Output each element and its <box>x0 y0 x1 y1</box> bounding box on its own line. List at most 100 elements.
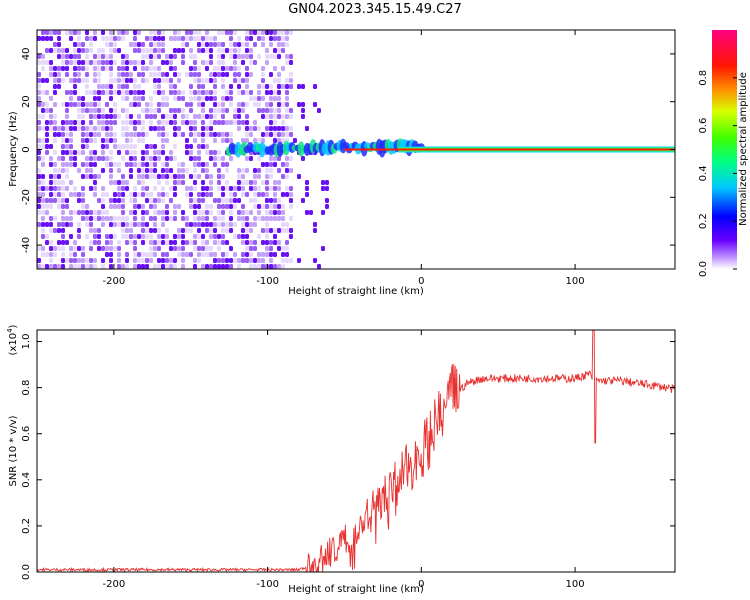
noise-cell <box>173 180 177 185</box>
noise-cell <box>157 150 161 155</box>
noise-cell <box>165 138 169 143</box>
colorbar-ticks: 0.00.20.40.60.8 <box>698 70 737 277</box>
noise-cell <box>101 66 105 71</box>
noise-cell <box>73 252 77 257</box>
noise-cell <box>57 30 61 35</box>
noise-cell <box>277 114 281 119</box>
noise-cell <box>165 204 169 209</box>
noise-cell <box>61 264 65 269</box>
noise-cell <box>109 48 113 53</box>
noise-cell <box>141 90 145 95</box>
noise-cell <box>237 186 241 191</box>
noise-cell <box>193 168 197 173</box>
noise-cell <box>201 192 205 197</box>
noise-cell <box>205 162 209 167</box>
noise-cell <box>157 30 161 35</box>
noise-cell <box>177 132 181 137</box>
noise-cell <box>253 42 257 47</box>
noise-cell <box>197 132 201 137</box>
noise-cell <box>257 216 261 221</box>
noise-cell <box>57 54 61 59</box>
noise-cell <box>65 204 69 209</box>
noise-cell <box>37 150 41 155</box>
noise-cell <box>289 60 293 65</box>
noise-cell <box>97 234 101 239</box>
noise-cell <box>181 246 185 251</box>
noise-cell <box>133 78 137 83</box>
noise-cell <box>153 84 157 89</box>
noise-cell <box>213 78 217 83</box>
noise-cell <box>169 36 173 41</box>
noise-cell <box>237 264 241 269</box>
noise-cell <box>161 216 165 221</box>
noise-cell <box>273 240 277 245</box>
noise-cell <box>201 180 205 185</box>
noise-cell <box>197 252 201 257</box>
noise-cell <box>77 150 81 155</box>
noise-cell <box>157 36 161 41</box>
noise-cell <box>65 216 69 221</box>
noise-cell <box>181 60 185 65</box>
noise-cell <box>221 72 225 77</box>
noise-cell <box>145 48 149 53</box>
noise-cell <box>261 204 265 209</box>
noise-cell <box>73 162 77 167</box>
noise-cell <box>213 222 217 227</box>
noise-cell <box>65 102 69 107</box>
noise-cell <box>117 48 121 53</box>
noise-cell <box>109 198 113 203</box>
noise-cell <box>137 222 141 227</box>
noise-cell <box>169 54 173 59</box>
noise-cell <box>121 186 125 191</box>
noise-cell <box>85 168 89 173</box>
noise-cell <box>109 120 113 125</box>
noise-cell <box>213 90 217 95</box>
noise-cell <box>237 48 241 53</box>
noise-cell <box>45 120 49 125</box>
noise-cell <box>253 126 257 131</box>
noise-cell <box>121 198 125 203</box>
noise-cell <box>217 198 221 203</box>
noise-cell <box>209 186 213 191</box>
noise-cell <box>241 258 245 263</box>
noise-cell <box>225 258 229 263</box>
noise-cell <box>129 234 133 239</box>
noise-cell <box>225 120 229 125</box>
noise-cell <box>165 210 169 215</box>
noise-cell <box>125 30 129 35</box>
noise-cell <box>157 240 161 245</box>
noise-cell <box>157 180 161 185</box>
noise-cell <box>121 156 125 161</box>
noise-cell <box>137 258 141 263</box>
noise-cell <box>121 72 125 77</box>
noise-cell <box>73 72 77 77</box>
noise-cell <box>69 54 73 59</box>
noise-cell <box>237 54 241 59</box>
noise-cell <box>189 54 193 59</box>
noise-cell <box>157 120 161 125</box>
noise-cell <box>221 114 225 119</box>
noise-cell <box>253 192 257 197</box>
noise-cell <box>93 228 97 233</box>
noise-cell <box>69 138 73 143</box>
noise-cell <box>81 78 85 83</box>
noise-cell <box>65 120 69 125</box>
noise-cell <box>149 246 153 251</box>
noise-cell <box>69 216 73 221</box>
noise-cell <box>77 108 81 113</box>
noise-cell <box>229 192 233 197</box>
noise-cell <box>129 156 133 161</box>
noise-cell <box>145 150 149 155</box>
noise-cell <box>85 216 89 221</box>
noise-cell <box>161 168 165 173</box>
noise-cell <box>141 228 145 233</box>
noise-cell <box>197 192 201 197</box>
noise-cell <box>133 66 137 71</box>
noise-cell <box>89 48 93 53</box>
noise-cell <box>41 36 45 41</box>
noise-cell <box>261 252 265 257</box>
noise-cell <box>253 138 257 143</box>
noise-cell <box>273 186 277 191</box>
noise-cell <box>137 114 141 119</box>
